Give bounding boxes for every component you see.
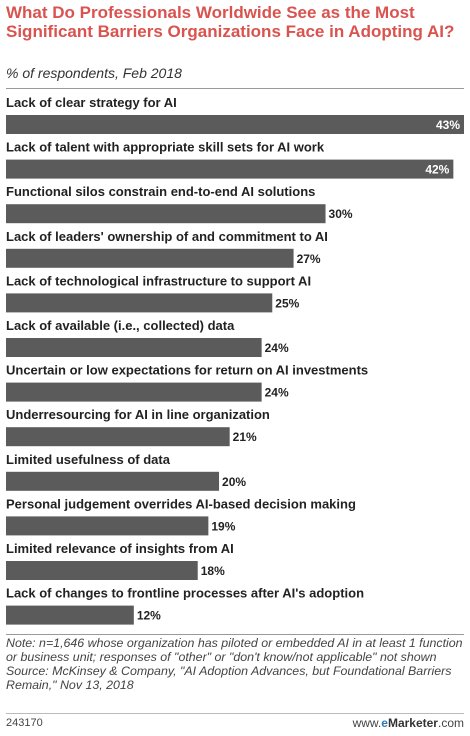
category-label: Lack of technological infrastructure to …: [6, 273, 311, 288]
category-label: Limited relevance of insights from AI: [6, 541, 234, 556]
value-label: 12%: [137, 609, 161, 623]
bar: [6, 248, 294, 268]
top-divider: [6, 88, 464, 89]
brand-prefix: www.: [352, 716, 382, 730]
bar-row: Uncertain or low expectations for return…: [6, 363, 368, 402]
bar-row: Lack of clear strategy for AI 43%: [6, 95, 464, 134]
bar: [6, 382, 262, 402]
chart-title: What Do Professionals Worldwide See as t…: [6, 3, 455, 41]
value-label: 19%: [211, 519, 235, 533]
bar-row: Functional silos constrain end-to-end AI…: [6, 184, 353, 224]
value-label: 30%: [329, 207, 353, 221]
source-text: Source: McKinsey & Company, "AI Adoption…: [6, 664, 452, 692]
chart-subtitle: % of respondents, Feb 2018: [6, 65, 182, 81]
footer-divider: [6, 713, 464, 714]
bar: [6, 561, 198, 580]
value-label: 18%: [201, 564, 225, 578]
chart-notes: Note: n=1,646 whose organization has pil…: [6, 636, 464, 692]
bar: [6, 338, 262, 357]
value-label: 21%: [233, 430, 257, 444]
value-label: 20%: [222, 475, 246, 489]
category-label: Lack of changes to frontline processes a…: [6, 586, 364, 601]
chart-id: 243170: [6, 717, 43, 729]
value-label: 24%: [265, 386, 289, 400]
brand-logo: www.eMarketer.com: [353, 716, 464, 730]
bar-row: Underresourcing for AI in line organizat…: [6, 407, 270, 447]
category-label: Uncertain or low expectations for return…: [6, 363, 368, 378]
bar: [6, 471, 220, 491]
bar-row: Lack of talent with appropriate skill se…: [6, 140, 454, 179]
brand-name: Marketer: [387, 716, 438, 730]
bar-row: Lack of technological infrastructure to …: [6, 273, 311, 313]
brand-accent: e: [381, 716, 388, 730]
category-label: Underresourcing for AI in line organizat…: [6, 407, 270, 422]
value-label: 42%: [425, 163, 449, 177]
value-label: 25%: [275, 296, 299, 310]
bar: [6, 605, 134, 625]
bar-row: Lack of leaders' ownership of and commit…: [6, 229, 328, 268]
category-label: Limited usefulness of data: [6, 452, 171, 467]
value-label: 24%: [265, 341, 289, 355]
bar: [6, 115, 464, 134]
bar: [6, 516, 209, 536]
category-label: Lack of available (i.e., collected) data: [6, 318, 235, 333]
bottom-divider: [6, 634, 464, 635]
note-text: Note: n=1,646 whose organization has pil…: [6, 636, 463, 664]
brand-suffix: .com: [437, 716, 464, 730]
category-label: Personal judgement overrides AI-based de…: [6, 496, 356, 511]
category-label: Lack of leaders' ownership of and commit…: [6, 229, 328, 244]
bar: [6, 427, 230, 447]
value-label: 43%: [436, 118, 460, 132]
category-label: Lack of clear strategy for AI: [6, 95, 177, 110]
category-label: Lack of talent with appropriate skill se…: [6, 140, 325, 155]
bar-row: Lack of changes to frontline processes a…: [6, 586, 364, 625]
bar-row: Limited usefulness of data 20%: [6, 452, 246, 491]
category-label: Functional silos constrain end-to-end AI…: [6, 184, 315, 199]
bar-row: Lack of available (i.e., collected) data…: [6, 318, 289, 357]
bar: [6, 293, 273, 313]
bar-row: Personal judgement overrides AI-based de…: [6, 496, 356, 536]
bar: [6, 159, 454, 179]
value-label: 27%: [297, 252, 321, 266]
bar-row: Limited relevance of insights from AI 18%: [6, 541, 234, 580]
bar: [6, 204, 326, 224]
